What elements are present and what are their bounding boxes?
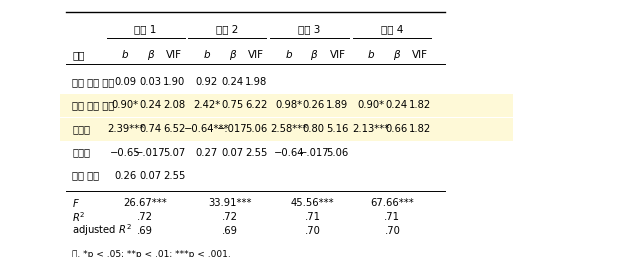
Text: 1.82: 1.82	[409, 124, 431, 134]
Text: −0.64: −0.64	[274, 148, 304, 158]
Text: 수면 각성 주기: 수면 각성 주기	[72, 77, 114, 87]
Text: b: b	[368, 50, 374, 60]
Text: 5.07: 5.07	[163, 148, 185, 158]
Text: 0.26: 0.26	[114, 171, 136, 181]
Text: 0.07: 0.07	[139, 171, 161, 181]
Text: 사고 과정 이상: 사고 과정 이상	[72, 100, 114, 110]
Text: 33.91***: 33.91***	[208, 198, 251, 208]
Text: 2.13***: 2.13***	[352, 124, 390, 134]
Text: $F$: $F$	[72, 197, 80, 209]
Text: adjusted $R^2$: adjusted $R^2$	[72, 223, 132, 238]
Text: −0.64***: −0.64***	[184, 124, 229, 134]
Text: 지남력: 지남력	[72, 124, 91, 134]
Text: 변인: 변인	[72, 50, 85, 60]
Text: 0.90*: 0.90*	[112, 100, 139, 110]
Text: 0.24: 0.24	[386, 100, 408, 110]
Text: β: β	[311, 50, 317, 60]
Text: β: β	[393, 50, 400, 60]
Text: 0.90*: 0.90*	[357, 100, 384, 110]
Text: b: b	[286, 50, 292, 60]
Text: −.017: −.017	[135, 148, 166, 158]
Text: .70: .70	[304, 226, 321, 236]
Text: VIF: VIF	[329, 50, 346, 60]
Text: 0.09: 0.09	[114, 77, 136, 87]
Text: 1.98: 1.98	[245, 77, 268, 87]
Text: 0.03: 0.03	[139, 77, 161, 87]
Text: b: b	[203, 50, 210, 60]
Text: β: β	[229, 50, 236, 60]
Text: 단기 기억: 단기 기억	[72, 171, 99, 181]
Text: 1.82: 1.82	[409, 100, 431, 110]
Text: 45.56***: 45.56***	[291, 198, 334, 208]
Text: VIF: VIF	[166, 50, 182, 60]
Text: 2.55: 2.55	[163, 171, 185, 181]
Text: −.017: −.017	[298, 148, 329, 158]
FancyBboxPatch shape	[60, 94, 513, 117]
Text: .71: .71	[384, 212, 401, 222]
Text: 0.98*: 0.98*	[275, 100, 302, 110]
Text: −0.65: −0.65	[110, 148, 141, 158]
Text: 모형 4: 모형 4	[381, 24, 403, 34]
Text: 6.52: 6.52	[163, 124, 185, 134]
Text: 모형 3: 모형 3	[298, 24, 321, 34]
Text: 주. *p < .05; **p < .01; ***p < .001.: 주. *p < .05; **p < .01; ***p < .001.	[72, 250, 231, 257]
Text: 0.07: 0.07	[222, 148, 244, 158]
Text: VIF: VIF	[412, 50, 428, 60]
Text: 주의력: 주의력	[72, 148, 91, 158]
Text: 0.80: 0.80	[302, 124, 325, 134]
Text: 모형 1: 모형 1	[134, 24, 157, 34]
Text: 67.66***: 67.66***	[371, 198, 414, 208]
Text: 5.16: 5.16	[326, 124, 349, 134]
Text: .71: .71	[304, 212, 321, 222]
Text: 0.92: 0.92	[196, 77, 218, 87]
Text: .69: .69	[138, 226, 153, 236]
Text: b: b	[122, 50, 129, 60]
Text: .72: .72	[138, 212, 153, 222]
Text: 모형 2: 모형 2	[216, 24, 238, 34]
Text: 5.06: 5.06	[245, 124, 268, 134]
Text: 0.26: 0.26	[302, 100, 325, 110]
Text: 2.58***: 2.58***	[270, 124, 308, 134]
Text: 1.90: 1.90	[163, 77, 185, 87]
Text: −.017: −.017	[217, 124, 248, 134]
Text: 0.24: 0.24	[139, 100, 161, 110]
Text: 1.89: 1.89	[326, 100, 349, 110]
Text: 2.39***: 2.39***	[107, 124, 144, 134]
Text: 0.24: 0.24	[222, 77, 244, 87]
Text: 0.66: 0.66	[386, 124, 408, 134]
Text: $R^2$: $R^2$	[72, 210, 86, 224]
Text: 0.27: 0.27	[196, 148, 218, 158]
Text: 5.06: 5.06	[326, 148, 349, 158]
Text: .69: .69	[221, 226, 238, 236]
Text: .72: .72	[221, 212, 238, 222]
Text: 0.74: 0.74	[139, 124, 161, 134]
Text: VIF: VIF	[248, 50, 264, 60]
Text: 0.75: 0.75	[221, 100, 244, 110]
Text: 26.67***: 26.67***	[124, 198, 168, 208]
Text: β: β	[147, 50, 154, 60]
Text: 2.42*: 2.42*	[193, 100, 220, 110]
Text: 6.22: 6.22	[245, 100, 268, 110]
FancyBboxPatch shape	[60, 118, 513, 141]
Text: 2.08: 2.08	[163, 100, 185, 110]
Text: .70: .70	[384, 226, 400, 236]
Text: 2.55: 2.55	[245, 148, 268, 158]
